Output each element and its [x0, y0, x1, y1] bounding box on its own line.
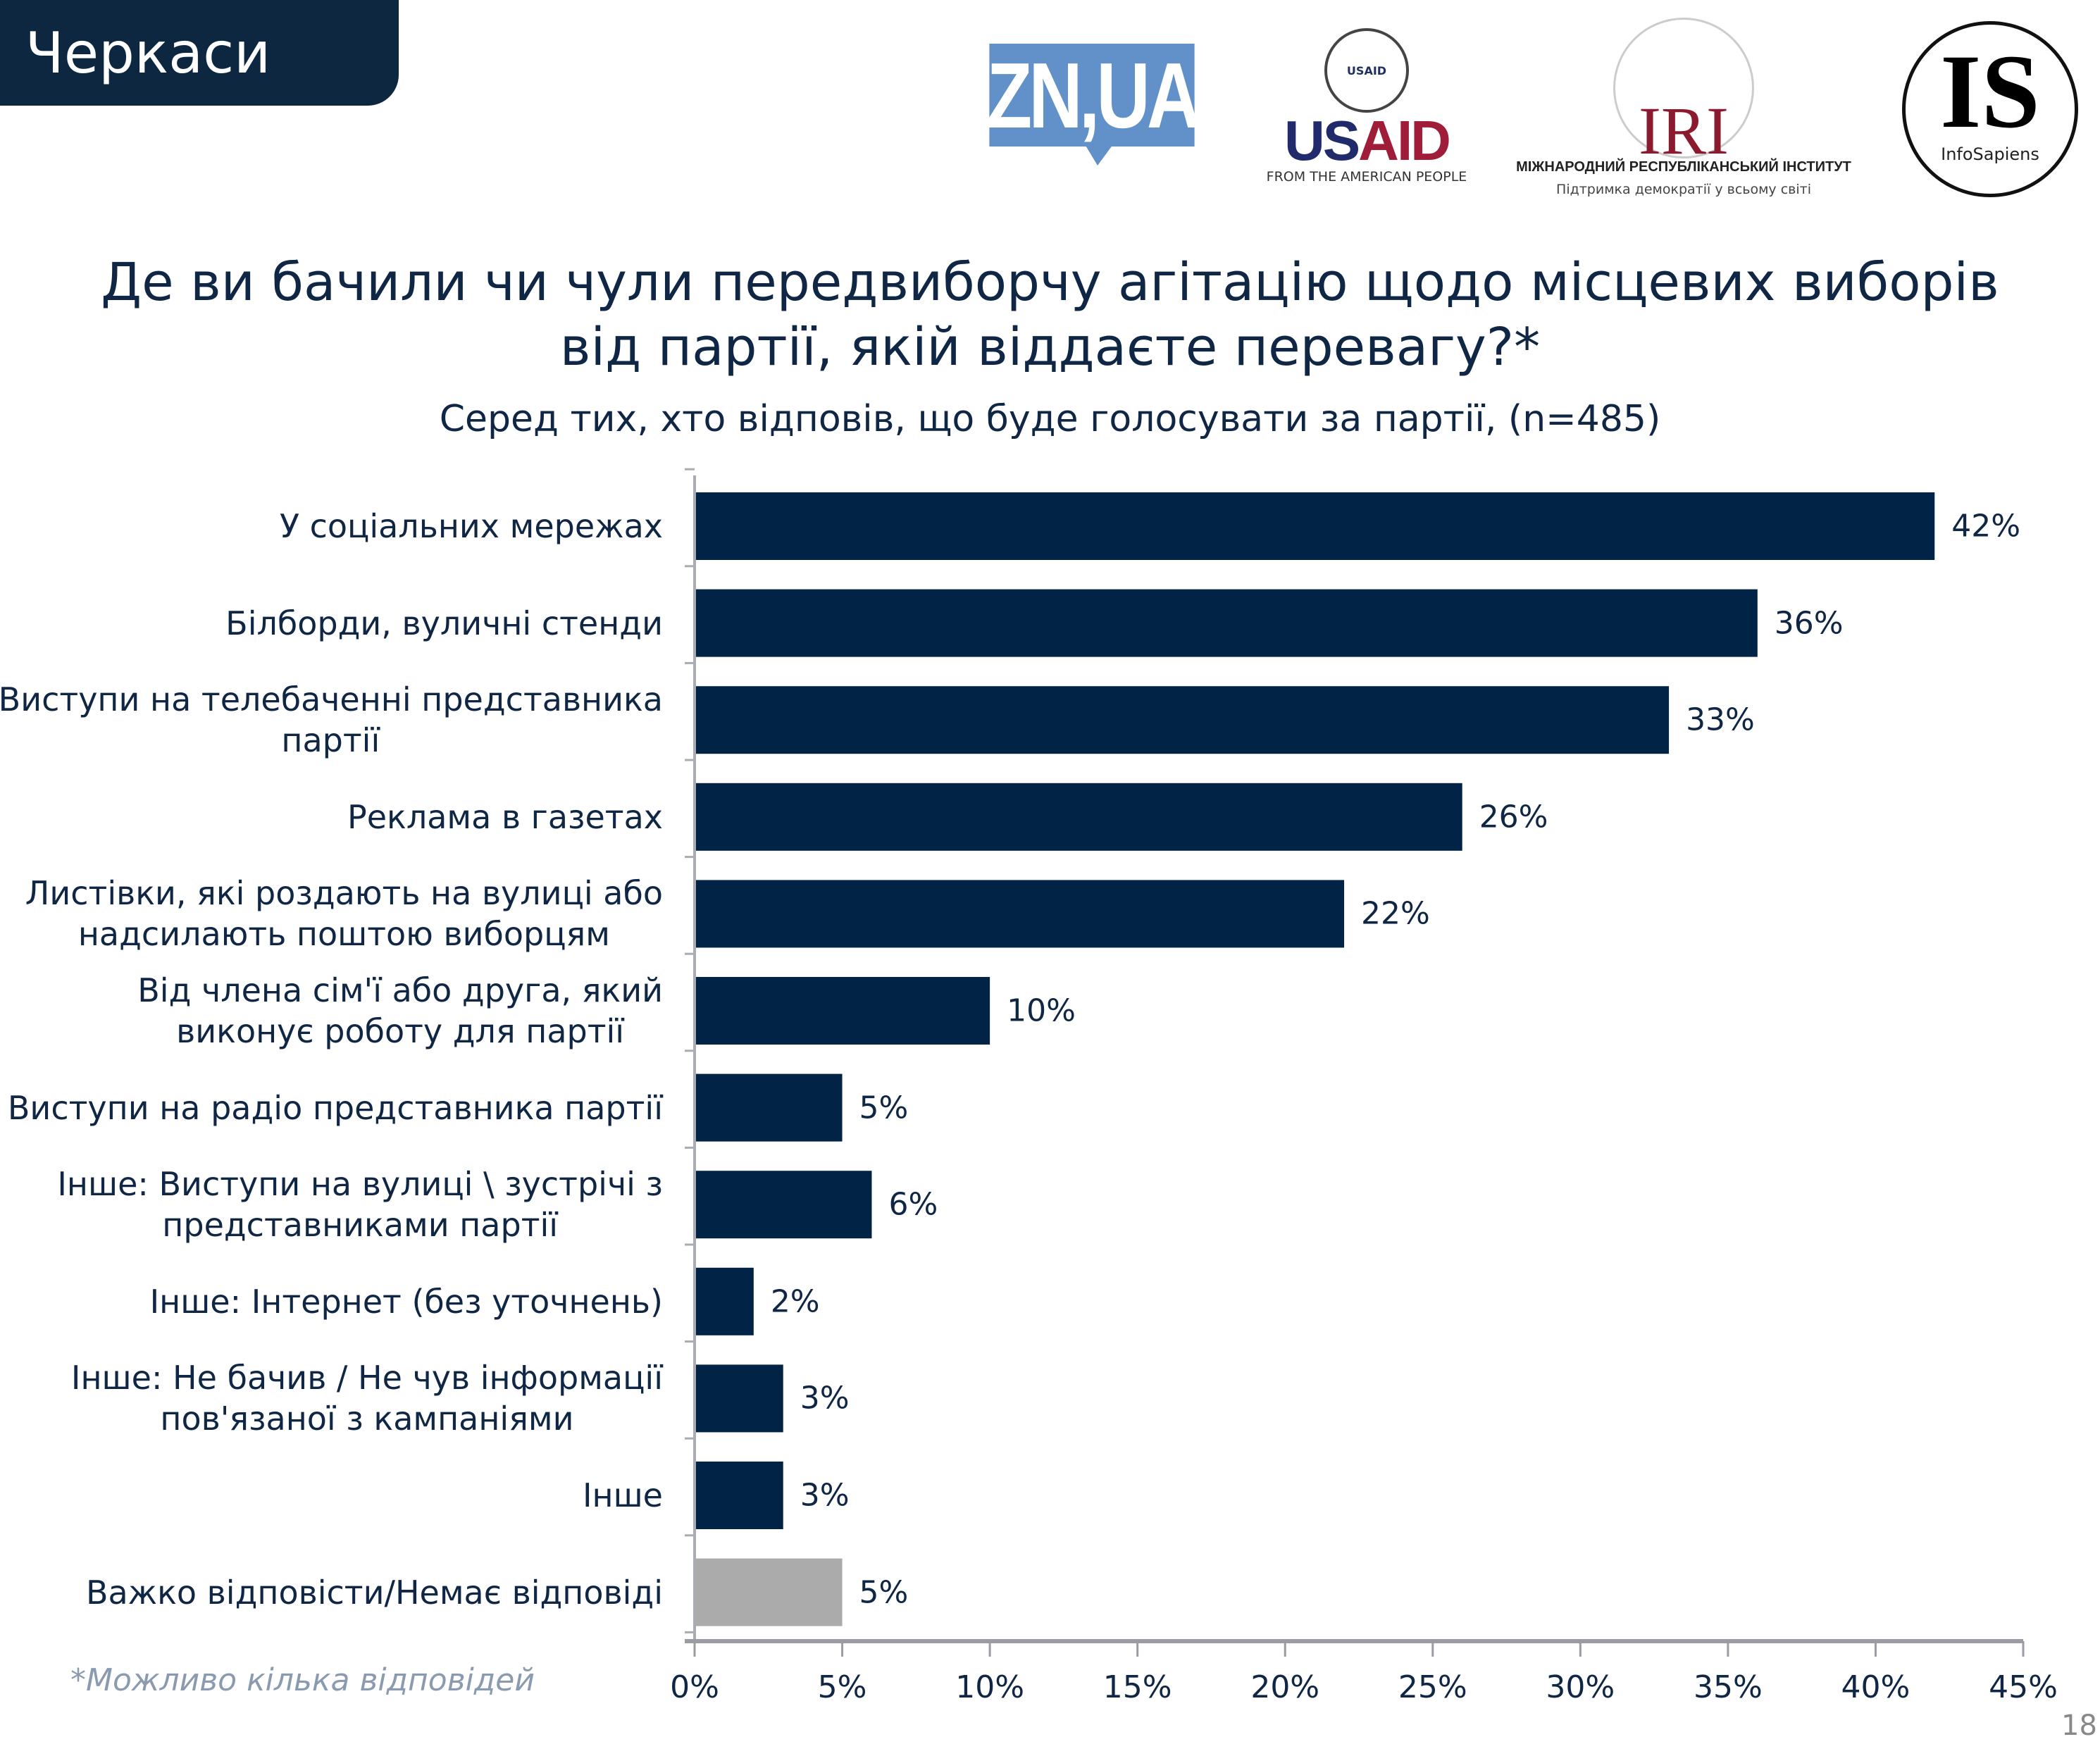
category-label-line: виконує роботу для партії — [176, 1012, 625, 1050]
bar — [696, 686, 1670, 754]
usaid-logo: USAID USAID FROM THE AMERICAN PEOPLE — [1261, 28, 1472, 197]
category-label: Важко відповісти/Немає відповіді — [86, 1572, 663, 1613]
iri-name: МІЖНАРОДНИЙ РЕСПУБЛІКАНСЬКИЙ ІНСТИТУТ — [1516, 159, 1851, 175]
iri-mark: IRI — [1639, 93, 1729, 168]
chart-subtitle: Серед тих, хто відповів, що буде голосув… — [439, 398, 1661, 440]
data-label: 36% — [1774, 605, 1844, 642]
bar — [696, 1073, 843, 1142]
category-label: Виступи на телебаченні представника парті… — [0, 679, 663, 761]
category-label-line: Листівки, які роздають на вулиці або — [25, 874, 663, 913]
category-label-line: представниками партії — [162, 1206, 559, 1245]
category-label: Виступи на радіо представника партії — [8, 1088, 663, 1128]
category-label: Листівки, які роздають на вулиці або надс… — [25, 873, 663, 954]
usaid-tagline: FROM THE AMERICAN PEOPLE — [1266, 169, 1467, 185]
bar — [696, 1462, 783, 1529]
category-label: Реклама в газетах — [347, 797, 663, 837]
category-label-line: надсилають поштою виборцям — [77, 915, 610, 954]
x-tick-label: 40% — [1841, 1669, 1910, 1705]
data-label: 5% — [859, 1090, 909, 1126]
category-label-line: Білборди, вуличні стенди — [225, 604, 663, 642]
data-label: 6% — [888, 1186, 938, 1223]
bar — [696, 783, 1462, 851]
bar — [696, 1558, 843, 1626]
x-tick-label: 25% — [1398, 1669, 1467, 1705]
is-name: InfoSapiens — [1941, 144, 2039, 164]
category-label: У соціальних мережах — [280, 506, 663, 547]
chart-title-line-1: Де ви бачили чи чули передвиборчу агітац… — [101, 252, 1999, 313]
page-number: 18 — [2061, 1709, 2097, 1742]
bar — [696, 1267, 754, 1335]
category-label: Інше — [583, 1475, 663, 1516]
bar — [696, 977, 990, 1045]
category-label: Інше: Виступи на вулиці \ зустрічі з пред… — [57, 1164, 663, 1245]
zn-ua-logo: ZN,UA — [987, 44, 1200, 147]
data-label: 2% — [770, 1283, 820, 1320]
is-mark: IS — [1940, 33, 2040, 150]
data-label: 22% — [1361, 895, 1430, 932]
globe-icon — [1613, 18, 1754, 158]
data-label: 5% — [859, 1574, 909, 1611]
usaid-us: US — [1284, 109, 1360, 172]
category-label-line: Реклама в газетах — [347, 797, 663, 836]
x-tick-label: 35% — [1693, 1669, 1763, 1705]
x-tick-label: 20% — [1250, 1669, 1320, 1705]
data-label: 42% — [1951, 508, 2021, 544]
footnote: *Можливо кілька відповідей — [70, 1662, 535, 1698]
data-label: 3% — [800, 1477, 850, 1514]
region-title: Черкаси — [25, 20, 271, 86]
category-label-line: Виступи на телебаченні представника — [0, 680, 663, 719]
iri-logo: IRI МІЖНАРОДНИЙ РЕСПУБЛІКАНСЬКИЙ ІНСТИТУ… — [1486, 18, 1881, 201]
category-label: Інше: Інтернет (без уточнень) — [150, 1281, 663, 1322]
usaid-aid: AID — [1358, 109, 1451, 172]
infosapiens-logo: IS InfoSapiens — [1902, 21, 2078, 197]
zn-logo-text: ZN,UA — [986, 43, 1200, 147]
category-label-line: Інше: Інтернет (без уточнень) — [149, 1282, 663, 1321]
category-label-line: Від члена сім'ї або друга, який — [137, 971, 663, 1009]
category-label-line: У соціальних мережах — [279, 507, 663, 545]
x-tick-label: 30% — [1546, 1669, 1615, 1705]
category-label-line: Інше — [582, 1476, 663, 1514]
data-label: 26% — [1479, 799, 1548, 835]
category-label-line: Інше: Не бачив / Не чув інформації — [70, 1359, 663, 1397]
category-label-line: Важко відповісти/Немає відповіді — [85, 1573, 663, 1612]
category-label-line: Виступи на радіо представника партії — [7, 1088, 663, 1127]
category-label-line: Інше: Виступи на вулиці \ зустрічі з — [57, 1165, 663, 1204]
bar — [696, 880, 1345, 948]
x-tick-label: 45% — [1989, 1669, 2058, 1705]
category-label-line: пов'язаної з кампаніями — [160, 1400, 574, 1438]
x-tick-label: 5% — [817, 1669, 867, 1705]
data-label: 33% — [1686, 702, 1755, 738]
category-label: Від члена сім'ї або друга, який виконує р… — [137, 970, 663, 1052]
category-label: Білборди, вуличні стенди — [225, 603, 663, 644]
usaid-seal-text: USAID — [1346, 63, 1387, 77]
bar — [696, 1171, 872, 1239]
iri-tagline: Підтримка демократії у всьому світі — [1556, 182, 1811, 197]
bar — [696, 492, 1935, 560]
bar — [696, 589, 1758, 657]
data-label: 10% — [1007, 992, 1076, 1029]
x-tick-label: 0% — [670, 1669, 719, 1705]
data-label: 3% — [800, 1380, 850, 1416]
x-tick-label: 10% — [955, 1669, 1025, 1705]
bar — [696, 1364, 783, 1433]
zn-logo-tail — [1085, 144, 1113, 166]
category-label: Інше: Не бачив / Не чув інформації пов'яз… — [71, 1357, 663, 1439]
x-tick-label: 15% — [1102, 1669, 1172, 1705]
chart-title-line-2: від партії, якій віддаєте перевагу?* — [559, 317, 1541, 378]
category-label-line: партії — [281, 721, 380, 760]
chart-title: Де ви бачили чи чули передвиборчу агітац… — [0, 250, 2100, 380]
usaid-seal-icon: USAID — [1324, 28, 1409, 113]
region-header: Черкаси — [0, 0, 399, 106]
